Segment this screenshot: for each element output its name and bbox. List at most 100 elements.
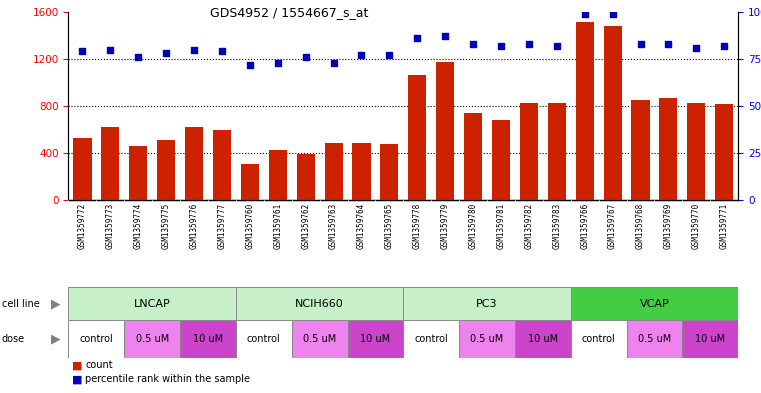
Text: GSM1359761: GSM1359761 (273, 203, 282, 249)
Bar (571, 320, 626, 358)
Text: control: control (79, 334, 113, 344)
Text: GSM1359762: GSM1359762 (301, 203, 310, 249)
Bar (291, 320, 348, 358)
Bar (626, 320, 683, 358)
Text: GSM1359766: GSM1359766 (580, 203, 589, 249)
Text: LNCAP: LNCAP (134, 299, 170, 309)
Point (384, 52, 396, 58)
Bar (297, 154, 315, 200)
Point (327, 60, 339, 66)
Bar (73, 138, 91, 200)
Bar (715, 104, 734, 200)
Point (104, 46, 116, 53)
Text: VCAP: VCAP (639, 299, 670, 309)
Text: GSM1359776: GSM1359776 (189, 203, 199, 249)
Bar (380, 144, 399, 200)
Point (272, 60, 284, 66)
Text: PC3: PC3 (476, 299, 498, 309)
Bar (403, 320, 459, 358)
Text: 0.5 uM: 0.5 uM (638, 334, 671, 344)
Bar (403, 287, 571, 320)
Text: GSM1359779: GSM1359779 (441, 203, 450, 249)
Text: GSM1359783: GSM1359783 (552, 203, 562, 249)
Bar (236, 287, 403, 320)
Point (76, 48, 88, 55)
Point (300, 54, 312, 60)
Text: GSM1359760: GSM1359760 (245, 203, 254, 249)
Bar (124, 320, 180, 358)
Text: GSM1359772: GSM1359772 (78, 203, 87, 249)
Text: cell line: cell line (2, 299, 40, 309)
Bar (157, 140, 175, 200)
Text: GSM1359771: GSM1359771 (720, 203, 729, 249)
Point (551, 42, 563, 49)
Text: 0.5 uM: 0.5 uM (135, 334, 169, 344)
Text: 10 uM: 10 uM (528, 334, 558, 344)
Text: GSM1359765: GSM1359765 (385, 203, 394, 249)
Bar (459, 320, 515, 358)
Text: 10 uM: 10 uM (361, 334, 390, 344)
Bar (520, 103, 538, 200)
Text: GSM1359768: GSM1359768 (636, 203, 645, 249)
Text: ■: ■ (72, 360, 83, 371)
Point (244, 61, 256, 68)
Bar (101, 127, 119, 200)
Text: GSM1359764: GSM1359764 (357, 203, 366, 249)
Text: control: control (247, 334, 281, 344)
Bar (683, 320, 738, 358)
Point (132, 54, 145, 60)
Point (523, 41, 535, 47)
Bar (436, 62, 454, 200)
Text: 10 uM: 10 uM (696, 334, 725, 344)
Point (718, 42, 731, 49)
Text: ▶: ▶ (51, 332, 60, 345)
Text: GSM1359774: GSM1359774 (134, 203, 143, 249)
Text: GSM1359763: GSM1359763 (329, 203, 338, 249)
Bar (632, 100, 650, 200)
Bar (659, 98, 677, 200)
Bar (352, 143, 371, 200)
Bar (68, 320, 124, 358)
Point (662, 41, 674, 47)
Text: GDS4952 / 1554667_s_at: GDS4952 / 1554667_s_at (210, 6, 368, 19)
Bar (464, 113, 482, 200)
Point (216, 48, 228, 55)
Bar (515, 320, 571, 358)
Point (495, 42, 507, 49)
Text: ■: ■ (72, 374, 83, 384)
Text: GSM1359781: GSM1359781 (496, 203, 505, 249)
Text: GSM1359769: GSM1359769 (664, 203, 673, 249)
Bar (492, 120, 510, 200)
Text: dose: dose (2, 334, 24, 344)
Bar (408, 75, 426, 200)
Text: GSM1359780: GSM1359780 (469, 203, 478, 249)
Point (411, 35, 423, 41)
Text: control: control (581, 334, 616, 344)
Bar (324, 143, 342, 200)
Bar (687, 103, 705, 200)
Point (467, 41, 479, 47)
Text: GSM1359773: GSM1359773 (106, 203, 115, 249)
Point (439, 33, 451, 39)
Text: 0.5 uM: 0.5 uM (470, 334, 504, 344)
Bar (185, 127, 203, 200)
Text: percentile rank within the sample: percentile rank within the sample (85, 374, 250, 384)
Bar (236, 320, 291, 358)
Bar (240, 164, 259, 200)
Point (188, 46, 200, 53)
Bar (213, 130, 231, 200)
Text: GSM1359770: GSM1359770 (692, 203, 701, 249)
Text: 0.5 uM: 0.5 uM (303, 334, 336, 344)
Text: 10 uM: 10 uM (193, 334, 223, 344)
Bar (129, 146, 148, 200)
Text: GSM1359777: GSM1359777 (218, 203, 227, 249)
Point (690, 44, 702, 51)
Bar (575, 22, 594, 200)
Text: GSM1359775: GSM1359775 (161, 203, 170, 249)
Text: count: count (85, 360, 113, 371)
Text: GSM1359778: GSM1359778 (412, 203, 422, 249)
Bar (348, 320, 403, 358)
Bar (571, 287, 738, 320)
Point (635, 41, 647, 47)
Text: GSM1359782: GSM1359782 (524, 203, 533, 249)
